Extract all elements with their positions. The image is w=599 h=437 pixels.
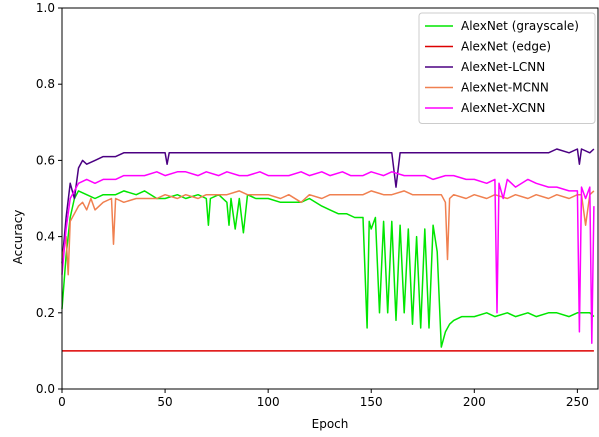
legend-label-alexnet-lcnn: AlexNet-LCNN	[461, 60, 545, 74]
series-line-alexnet-xcnn	[61, 171, 595, 345]
legend-label-alexnet-mcnn: AlexNet-MCNN	[461, 81, 549, 95]
y-tick-label: 0.0	[36, 382, 55, 396]
x-tick-label: 250	[566, 395, 589, 409]
x-tick-label: 100	[257, 395, 280, 409]
series-line-alexnet-lcnn	[61, 148, 595, 264]
x-axis-label: Epoch	[312, 417, 349, 431]
x-tick-label: 0	[58, 395, 66, 409]
y-tick-label: 0.6	[36, 153, 55, 167]
series-line-alexnet-grayscale	[61, 190, 595, 348]
x-tick-label: 200	[463, 395, 486, 409]
y-tick-label: 1.0	[36, 1, 55, 15]
legend-box	[418, 12, 596, 124]
axes-layer: 0 50 100 150 200 250 0.0 0.2 0.4 0.6 0.8 1.0	[36, 1, 599, 409]
y-tick-label: 0.4	[36, 230, 55, 244]
y-axis-label: Accuracy	[11, 210, 25, 265]
series-line-alexnet-mcnn	[61, 190, 595, 276]
series-layer	[61, 148, 595, 352]
legend-label-alexnet-xcnn: AlexNet-XCNN	[461, 101, 545, 115]
plot-frame	[61, 7, 599, 390]
legend-label-alexnet-edge: AlexNet (edge)	[461, 40, 551, 54]
y-tick-label: 0.8	[36, 77, 55, 91]
y-tick-label: 0.2	[36, 306, 55, 320]
legend: AlexNet (grayscale) AlexNet (edge) AlexNet…	[418, 12, 596, 124]
x-tick-label: 50	[157, 395, 172, 409]
x-tick-label: 150	[360, 395, 383, 409]
legend-label-alexnet-grayscale: AlexNet (grayscale)	[461, 19, 579, 33]
